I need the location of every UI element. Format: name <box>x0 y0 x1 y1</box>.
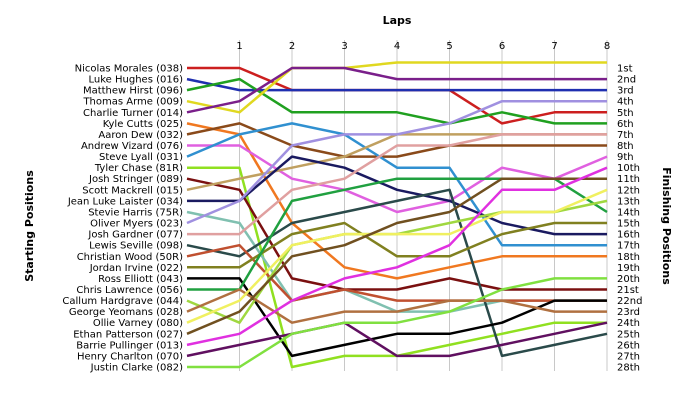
series-line-24 <box>186 188 608 324</box>
starting-position-label: Matthew Hirst (096) <box>83 86 183 97</box>
finishing-position-label: 10th <box>617 163 640 174</box>
x-axis-title: Laps <box>383 14 412 27</box>
series-line-17 <box>186 188 608 358</box>
starting-position-label: Christian Wood (50R) <box>77 252 183 263</box>
finishing-position-label: 11th <box>617 174 640 185</box>
series-line-16 <box>187 133 607 236</box>
starting-position-label: Aaron Dew (032) <box>98 130 183 141</box>
series-line-4 <box>186 61 607 114</box>
y-axis-title-right: Finishing Positions <box>660 167 673 285</box>
finishing-position-label: 25th <box>617 329 640 340</box>
finishing-position-label: 17th <box>617 241 640 252</box>
finishing-position-label: 9th <box>617 152 634 163</box>
starting-position-label: Ross Elliott (043) <box>98 274 183 285</box>
starting-position-label: Josh Stringer (089) <box>88 174 183 185</box>
finishing-position-label: 2nd <box>617 75 636 86</box>
starting-position-label: Ethan Patterson (027) <box>73 329 183 340</box>
finishing-position-label: 6th <box>617 119 634 130</box>
starting-position-label: Tyler Chase (81R) <box>94 163 183 174</box>
finishing-position-label: 26th <box>617 340 640 351</box>
grid-lines <box>239 40 608 371</box>
series-line-18 <box>186 243 607 302</box>
finishing-position-label: 22nd <box>617 296 642 307</box>
starting-position-label: Josh Gardner (077) <box>87 230 183 241</box>
finishing-position-label: 5th <box>617 108 634 119</box>
finishing-position-label: 8th <box>617 141 634 152</box>
lap-tick-label: 3 <box>341 41 347 52</box>
starting-position-labels: Nicolas Morales (038)Luke Hughes (016)Ma… <box>62 64 183 374</box>
finishing-position-label: 12th <box>617 185 640 196</box>
finishing-position-label: 20th <box>617 274 640 285</box>
series-line-25 <box>186 177 607 335</box>
starting-position-label: Chris Lawrence (056) <box>76 285 183 296</box>
starting-position-label: Justin Clarke (082) <box>90 363 183 374</box>
finishing-position-label: 15th <box>617 219 640 230</box>
finishing-position-label: 14th <box>617 207 640 218</box>
series-line-28 <box>187 277 607 369</box>
finishing-position-label: 16th <box>617 230 640 241</box>
starting-position-label: Jean Luke Laister (034) <box>67 196 183 207</box>
series-line-23 <box>186 288 607 324</box>
finishing-position-labels: 1st2nd3rd4th5th6th7th8th9th10th11th12th1… <box>617 64 642 374</box>
finishing-position-label: 13th <box>617 196 640 207</box>
series-lines <box>186 61 608 369</box>
lap-tick-label: 8 <box>604 41 610 52</box>
lap-tick-label: 2 <box>289 41 295 52</box>
lap-tick-label: 7 <box>551 41 557 52</box>
starting-position-label: Charlie Turner (014) <box>83 108 183 119</box>
series-line-5 <box>186 66 607 114</box>
finishing-position-label: 7th <box>617 130 634 141</box>
starting-position-label: Barrie Pullinger (013) <box>76 340 183 351</box>
starting-position-label: George Yeomans (028) <box>69 307 183 318</box>
starting-position-label: Kyle Cutts (025) <box>103 119 183 130</box>
starting-position-label: Callum Hardgrave (044) <box>62 296 183 307</box>
lap-tick-label: 4 <box>394 41 400 52</box>
starting-position-label: Steve Lyall (031) <box>99 152 183 163</box>
series-line-27 <box>186 321 608 358</box>
finishing-position-label: 24th <box>617 318 640 329</box>
finishing-position-label: 1st <box>617 64 633 75</box>
starting-position-label: Ollie Varney (080) <box>93 318 183 329</box>
starting-position-label: Luke Hughes (016) <box>89 75 184 86</box>
lap-tick-label: 1 <box>236 41 242 52</box>
finishing-position-label: 18th <box>617 252 640 263</box>
starting-position-label: Oliver Myers (023) <box>90 219 183 230</box>
series-line-9 <box>186 122 607 247</box>
starting-position-label: Thomas Arme (009) <box>82 97 183 108</box>
finishing-position-label: 4th <box>617 97 634 108</box>
starting-position-label: Andrew Vizard (076) <box>81 141 183 152</box>
starting-position-label: Scott Mackrell (015) <box>82 185 183 196</box>
finishing-position-label: 27th <box>617 351 640 362</box>
finishing-position-label: 19th <box>617 263 640 274</box>
starting-position-label: Jordan Irvine (022) <box>89 263 183 274</box>
series-line-15 <box>186 99 607 225</box>
finishing-position-label: 28th <box>617 363 640 374</box>
lap-tick-label: 6 <box>499 41 505 52</box>
lap-tick-labels: 1 2 3 4 5 6 7 8 <box>236 41 610 52</box>
finishing-position-label: 21st <box>617 285 639 296</box>
lap-tick-label: 5 <box>446 41 452 52</box>
starting-position-label: Stevie Harris (75R) <box>88 207 183 218</box>
series-line-8 <box>187 144 608 214</box>
series-line-26 <box>186 166 608 347</box>
series-line-13 <box>187 155 607 236</box>
series-line-6 <box>186 122 607 280</box>
series-line-19 <box>187 221 607 269</box>
finishing-position-label: 3rd <box>617 86 634 97</box>
starting-position-label: Nicolas Morales (038) <box>75 64 183 75</box>
y-axis-title-left: Starting Positions <box>23 170 36 282</box>
starting-position-label: Lewis Seville (098) <box>89 241 183 252</box>
starting-position-label: Henry Charlton (070) <box>77 351 183 362</box>
finishing-position-label: 23rd <box>617 307 640 318</box>
